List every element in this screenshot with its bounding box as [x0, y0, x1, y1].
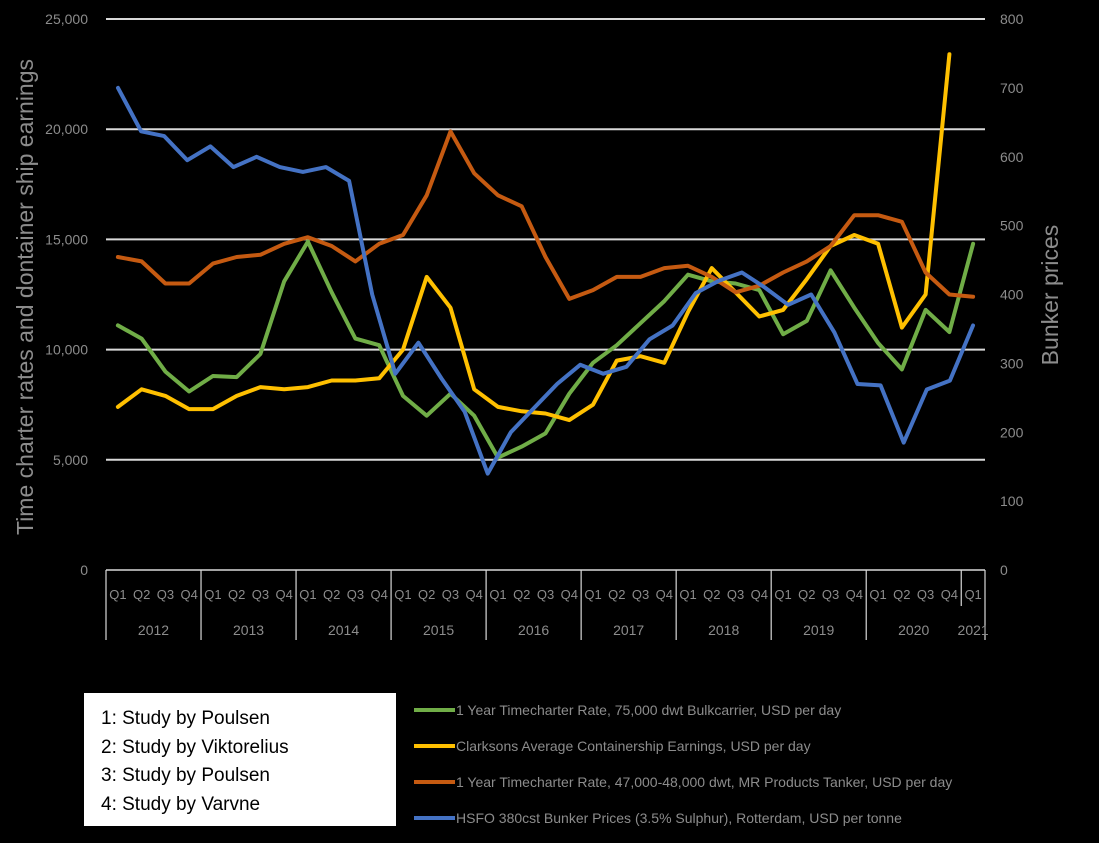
series-line: [115, 129, 976, 301]
x-tick-quarter: Q4: [561, 587, 578, 602]
x-tick-quarter: Q1: [869, 587, 886, 602]
x-tick-quarter: Q4: [751, 587, 768, 602]
x-tick-quarter: Q1: [964, 587, 981, 602]
x-tick-quarter: Q2: [418, 587, 435, 602]
legend-label: 1 Year Timecharter Rate, 47,000-48,000 d…: [456, 774, 952, 790]
left-axis-title: Time charter rates and dontainer ship ea…: [12, 59, 38, 535]
x-tick-quarter: Q2: [893, 587, 910, 602]
y-tick-right: 300: [1000, 355, 1024, 371]
series-line: [115, 52, 952, 423]
y-tick-right: 0: [1000, 562, 1008, 578]
x-tick-quarter: Q1: [489, 587, 506, 602]
x-tick-quarter: Q1: [299, 587, 316, 602]
left-axis-ticks: 0 5,000 10,000 15,000 20,000 25,000: [45, 11, 88, 578]
x-tick-quarter: Q3: [632, 587, 649, 602]
y-tick-right: 500: [1000, 218, 1024, 234]
right-axis-title: Bunker prices: [1037, 225, 1063, 366]
legend-label: HSFO 380cst Bunker Prices (3.5% Sulphur)…: [456, 810, 902, 826]
x-tick-quarter: Q4: [276, 587, 293, 602]
x-tick-quarter: Q3: [157, 587, 174, 602]
x-tick-quarter: Q3: [347, 587, 364, 602]
x-tick-year: 2014: [328, 622, 359, 638]
study-notes-box: 1: Study by Poulsen 2: Study by Viktorel…: [84, 693, 396, 826]
gridlines: [106, 18, 985, 461]
x-tick-quarter: Q4: [180, 587, 197, 602]
x-tick-quarter: Q3: [537, 587, 554, 602]
x-tick-quarter: Q2: [703, 587, 720, 602]
y-tick-right: 700: [1000, 80, 1024, 96]
x-tick-quarter: Q3: [917, 587, 934, 602]
x-tick-year: 2021: [958, 622, 989, 638]
x-tick-quarter: Q2: [133, 587, 150, 602]
x-tick-quarter: Q2: [323, 587, 340, 602]
series-line: [115, 239, 976, 460]
series-line: [116, 85, 975, 476]
x-tick-quarter: Q2: [228, 587, 245, 602]
legend-label: 1 Year Timecharter Rate, 75,000 dwt Bulk…: [456, 702, 841, 718]
x-tick-year: 2019: [803, 622, 834, 638]
y-tick-right: 100: [1000, 493, 1024, 509]
x-tick-quarter: Q1: [584, 587, 601, 602]
x-tick-quarter: Q1: [679, 587, 696, 602]
y-tick-left: 20,000: [45, 121, 88, 137]
x-tick-quarter: Q4: [371, 587, 388, 602]
x-tick-quarter: Q2: [798, 587, 815, 602]
legend-label: Clarksons Average Containership Earnings…: [456, 738, 811, 754]
x-tick-quarter: Q1: [774, 587, 791, 602]
x-tick-quarter: Q3: [442, 587, 459, 602]
x-tick-year: 2017: [613, 622, 644, 638]
x-tick-year: 2012: [138, 622, 169, 638]
y-tick-right: 400: [1000, 287, 1024, 303]
x-tick-quarter: Q4: [941, 587, 958, 602]
series-lines: [115, 52, 976, 476]
y-tick-left: 0: [80, 562, 88, 578]
x-tick-quarter: Q3: [252, 587, 269, 602]
x-tick-quarter: Q1: [204, 587, 221, 602]
x-tick-quarter: Q2: [513, 587, 530, 602]
x-axis-labels: Q1 Q2 Q3 Q4 Q1 Q2 Q3 Q4 Q1 Q2 Q3 Q4 Q1 Q2 Q3 Q4 Q1 Q2 Q3 Q4…: [109, 587, 989, 638]
x-tick-year: 2018: [708, 622, 739, 638]
y-tick-right: 600: [1000, 149, 1024, 165]
note-4: 4: Study by Varvne: [101, 793, 261, 815]
y-tick-left: 5,000: [53, 452, 88, 468]
x-tick-quarter: Q1: [394, 587, 411, 602]
x-tick-year: 2015: [423, 622, 454, 638]
note-2: 2: Study by Viktorelius: [101, 736, 289, 758]
x-tick-quarter: Q3: [822, 587, 839, 602]
x-tick-year: 2013: [233, 622, 264, 638]
x-tick-quarter: Q2: [608, 587, 625, 602]
y-tick-left: 10,000: [45, 342, 88, 358]
x-tick-quarter: Q4: [656, 587, 673, 602]
note-3: 3: Study by Poulsen: [101, 765, 270, 786]
x-tick-quarter: Q3: [727, 587, 744, 602]
x-tick-quarter: Q4: [846, 587, 863, 602]
x-tick-quarter: Q4: [466, 587, 483, 602]
note-1: 1: Study by Poulsen: [101, 708, 270, 729]
right-axis-ticks: 0 100 200 300 400 500 600 700 800: [1000, 11, 1024, 578]
x-tick-quarter: Q1: [109, 587, 126, 602]
legend: 1 Year Timecharter Rate, 75,000 dwt Bulk…: [414, 702, 952, 826]
x-tick-year: 2020: [898, 622, 929, 638]
x-tick-year: 2016: [518, 622, 549, 638]
y-tick-right: 800: [1000, 11, 1024, 27]
y-tick-right: 200: [1000, 424, 1024, 440]
y-tick-left: 25,000: [45, 11, 88, 27]
axes: [105, 569, 986, 640]
y-tick-left: 15,000: [45, 231, 88, 247]
